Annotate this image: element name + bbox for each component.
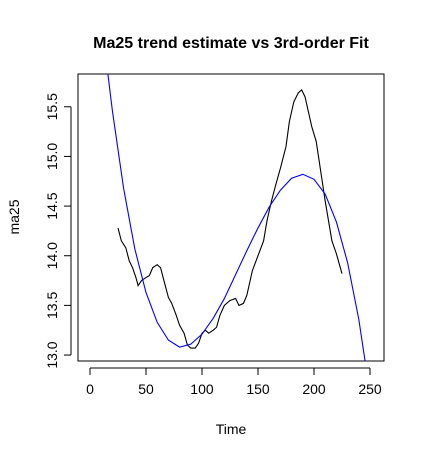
plot-box xyxy=(77,73,385,362)
x-tick-label: 50 xyxy=(138,381,154,397)
data-line xyxy=(117,88,343,349)
x-tick-label: 150 xyxy=(246,381,270,397)
y-axis-label: ma25 xyxy=(6,199,22,234)
data-line xyxy=(107,74,366,361)
y-tick-label: 15.0 xyxy=(44,143,60,170)
y-tick-label: 14.5 xyxy=(44,192,60,219)
x-tick-label: 250 xyxy=(358,381,382,397)
y-tick-label: 13.0 xyxy=(44,341,60,368)
x-tick-label: 0 xyxy=(86,381,94,397)
chart-title: Ma25 trend estimate vs 3rd-order Fit xyxy=(93,35,369,52)
x-tick-label: 100 xyxy=(190,381,214,397)
x-tick-label: 200 xyxy=(302,381,326,397)
y-tick-label: 13.5 xyxy=(44,292,60,319)
y-tick-label: 15.5 xyxy=(44,93,60,120)
x-axis-label: Time xyxy=(216,421,247,437)
y-tick-label: 14.0 xyxy=(44,242,60,269)
